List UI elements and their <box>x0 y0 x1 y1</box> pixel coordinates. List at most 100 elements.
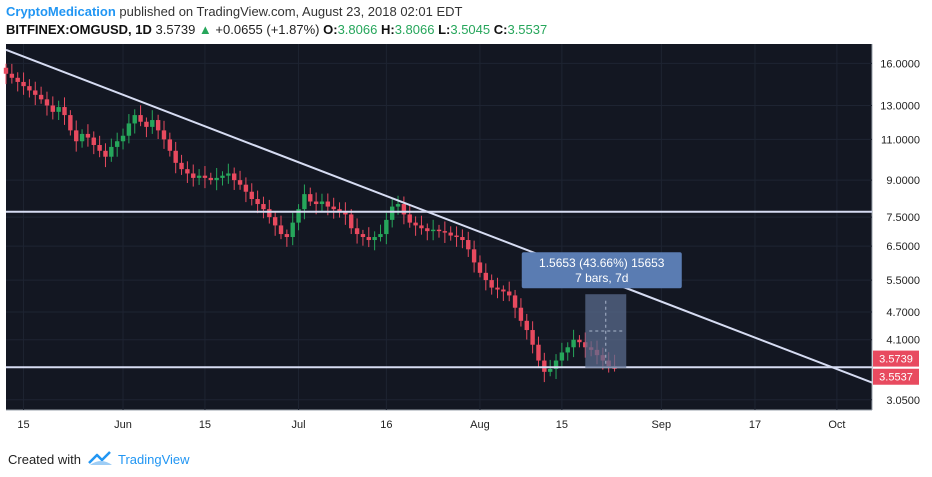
candle-body <box>337 209 342 212</box>
time-tick-label: 15 <box>199 419 211 431</box>
drawings <box>5 48 873 384</box>
candle-body <box>114 141 120 147</box>
tradingview-brand-link[interactable]: TradingView <box>118 452 190 467</box>
candle-body <box>173 150 178 163</box>
candle-body <box>553 360 559 369</box>
candle-body <box>161 130 167 140</box>
ohlc-line: BITFINEX:OMGUSD, 1D 3.5739 ▲ +0.0655 (+1… <box>6 22 547 37</box>
candle-body <box>267 209 272 218</box>
time-tick-label: 15 <box>17 419 29 431</box>
author-link[interactable]: CryptoMedication <box>6 4 116 19</box>
candle-body <box>232 173 237 181</box>
candle-body <box>68 115 73 131</box>
candle-body <box>214 177 219 181</box>
low-value: 3.5045 <box>450 22 491 37</box>
candle-body <box>512 295 518 308</box>
price-tick-label: 6.5000 <box>886 241 920 253</box>
candle-body <box>74 130 79 142</box>
time-tick-label: Aug <box>470 419 490 431</box>
candle-body <box>349 214 354 229</box>
candle-body <box>302 194 307 210</box>
measure-info-line1: 1.5653 (43.66%) 15653 <box>539 256 665 270</box>
candle-body <box>132 115 137 124</box>
candle-body <box>155 120 161 131</box>
candle-body <box>138 115 143 122</box>
candle-body <box>448 232 453 236</box>
candle-body <box>91 137 96 146</box>
time-tick-label: Jul <box>292 419 306 431</box>
candle-body <box>97 145 102 151</box>
close-value: 3.5537 <box>507 22 548 37</box>
candle-body <box>319 201 325 205</box>
time-tick-label: Oct <box>828 419 845 431</box>
time-tick-label: Sep <box>652 419 672 431</box>
candle-body <box>331 206 336 210</box>
candle-body <box>413 222 418 226</box>
candle-body <box>85 133 91 138</box>
candle-body <box>56 107 61 112</box>
candle-body <box>354 228 360 235</box>
candle-body <box>62 107 67 116</box>
candle-body <box>536 344 541 361</box>
candle-body <box>395 204 401 207</box>
candle-body <box>501 289 506 292</box>
candle-body <box>577 339 582 343</box>
candle-body <box>518 307 524 321</box>
candle-body <box>454 235 459 238</box>
footer: Created with TradingView <box>0 438 932 477</box>
created-with-label: Created with <box>8 452 81 467</box>
candle-body <box>378 234 383 238</box>
candle-body <box>261 204 266 210</box>
candle-body <box>495 287 500 290</box>
candle-body <box>343 211 348 215</box>
price-tick-label: 4.7000 <box>886 307 920 319</box>
time-axis: 15 Jun 15 Jul 16 Aug 15 Sep 17 Oct <box>17 419 845 431</box>
low-label: L: <box>438 22 451 37</box>
open-label: O: <box>323 22 338 37</box>
candle-body <box>120 135 126 142</box>
candle-body <box>79 133 85 142</box>
candle-body <box>313 201 319 205</box>
candle-body <box>565 347 570 353</box>
candle-body <box>547 368 553 372</box>
candle-body <box>284 234 290 238</box>
candle-body <box>466 240 471 250</box>
time-tick-label: 15 <box>556 419 568 431</box>
price-tag-label: 3.5739 <box>879 354 913 366</box>
chart-area[interactable]: 1.5653 (43.66%) 15653 7 bars, 7d 16.0000 1… <box>0 44 932 438</box>
candle-body <box>167 139 173 151</box>
candle-body <box>15 77 20 82</box>
candle-body <box>109 146 114 157</box>
candle-body <box>33 90 38 95</box>
candle-body <box>191 173 196 178</box>
price-tick-label: 3.0500 <box>886 395 920 407</box>
price-tag <box>873 368 919 385</box>
candle-body <box>196 175 202 178</box>
candle-body <box>507 291 512 296</box>
time-axis-background <box>0 410 872 438</box>
candle-body <box>150 120 155 127</box>
price-tick-label: 5.5000 <box>886 275 920 287</box>
candle-body <box>460 237 465 241</box>
tradingview-logo-icon[interactable] <box>88 447 114 467</box>
candle-body <box>179 162 184 170</box>
candle-body <box>559 352 565 361</box>
candle-body <box>126 123 132 136</box>
high-value: 3.8066 <box>394 22 435 37</box>
candle-body <box>50 105 56 112</box>
candle-body <box>372 237 377 241</box>
candle-body <box>243 184 249 192</box>
publish-line: CryptoMedication published on TradingVie… <box>6 4 462 19</box>
price-tag <box>873 350 919 367</box>
time-tick-label: 16 <box>380 419 392 431</box>
candle-body <box>425 228 430 232</box>
candle-body <box>430 229 436 232</box>
candle-body <box>483 272 489 281</box>
candle-body <box>38 94 44 100</box>
change-value: +0.0655 (+1.87%) <box>215 22 320 37</box>
close-label: C: <box>493 22 508 37</box>
price-axis: 16.0000 13.0000 11.0000 9.0000 7.5000 6.5000 5… <box>873 58 920 407</box>
price-tick-label: 4.1000 <box>886 335 920 347</box>
